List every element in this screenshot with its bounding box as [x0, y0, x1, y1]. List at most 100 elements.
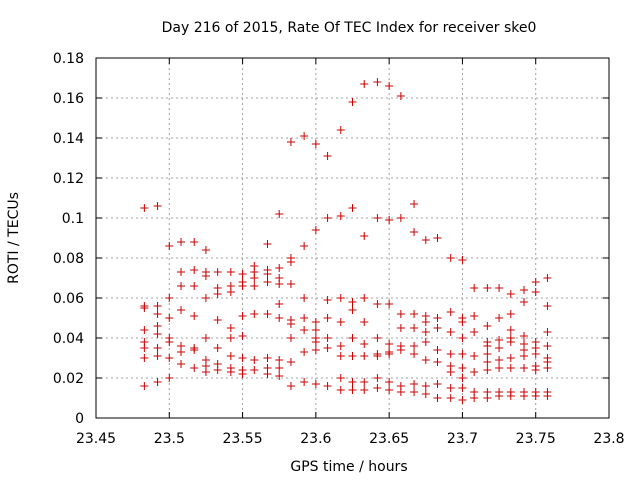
- data-point: [373, 214, 382, 222]
- data-point: [226, 352, 235, 360]
- data-point: [177, 238, 186, 246]
- data-point: [433, 346, 442, 354]
- data-point: [263, 270, 272, 278]
- data-point: [153, 302, 162, 310]
- data-point: [348, 306, 357, 314]
- data-point: [543, 364, 552, 372]
- data-point: [458, 334, 467, 342]
- data-point: [373, 334, 382, 342]
- data-point: [410, 200, 419, 208]
- data-point: [177, 348, 186, 356]
- data-point: [311, 140, 320, 148]
- data-point: [360, 232, 369, 240]
- y-tick-label: 0.16: [53, 91, 84, 107]
- data-point: [348, 386, 357, 394]
- data-point: [470, 394, 479, 402]
- data-point: [336, 294, 345, 302]
- data-point: [458, 384, 467, 392]
- data-point: [506, 326, 515, 334]
- data-point: [323, 344, 332, 352]
- data-point: [213, 290, 222, 298]
- data-point: [263, 370, 272, 378]
- data-point: [433, 380, 442, 388]
- y-tick-label: 0.12: [53, 171, 84, 187]
- data-point: [373, 352, 382, 360]
- y-tick-label: 0.06: [53, 291, 84, 307]
- data-point: [470, 284, 479, 292]
- data-point: [396, 214, 405, 222]
- data-point: [531, 392, 540, 400]
- data-point: [373, 300, 382, 308]
- data-point: [483, 358, 492, 366]
- data-point: [311, 346, 320, 354]
- data-point: [483, 284, 492, 292]
- data-point: [543, 302, 552, 310]
- data-point: [153, 378, 162, 386]
- data-point: [238, 370, 247, 378]
- data-point: [153, 310, 162, 318]
- chart-title: Day 216 of 2015, Rate Of TEC Index for r…: [162, 20, 537, 36]
- data-point: [360, 386, 369, 394]
- data-point: [360, 378, 369, 386]
- data-point: [495, 314, 504, 322]
- data-point: [373, 374, 382, 382]
- data-point: [433, 314, 442, 322]
- data-point: [300, 132, 309, 140]
- data-point: [311, 326, 320, 334]
- data-point: [433, 358, 442, 366]
- data-point: [385, 378, 394, 386]
- data-point: [190, 238, 199, 246]
- data-point: [519, 352, 528, 360]
- data-point: [153, 322, 162, 330]
- x-tick-label: 23.75: [516, 431, 556, 447]
- data-point: [300, 314, 309, 322]
- data-point: [458, 256, 467, 264]
- data-point: [250, 366, 259, 374]
- data-point: [140, 344, 149, 352]
- y-tick-label: 0.1: [62, 211, 84, 227]
- data-point: [446, 394, 455, 402]
- data-point: [385, 216, 394, 224]
- data-point: [531, 350, 540, 358]
- data-point: [213, 316, 222, 324]
- data-point: [300, 294, 309, 302]
- data-point: [286, 258, 295, 266]
- data-point: [226, 368, 235, 376]
- data-point: [140, 326, 149, 334]
- data-point: [226, 334, 235, 342]
- data-point: [385, 82, 394, 90]
- x-tick-label: 23.5: [154, 431, 185, 447]
- data-point: [153, 330, 162, 338]
- data-point: [470, 328, 479, 336]
- data-point: [165, 374, 174, 382]
- data-point: [165, 314, 174, 322]
- data-point: [385, 340, 394, 348]
- data-point: [190, 312, 199, 320]
- data-point: [311, 380, 320, 388]
- y-tick-label: 0.04: [53, 331, 84, 347]
- data-point: [286, 334, 295, 342]
- data-point: [275, 264, 284, 272]
- y-tick-label: 0: [75, 411, 84, 427]
- data-point: [410, 310, 419, 318]
- data-point: [190, 266, 199, 274]
- x-axis-label: GPS time / hours: [290, 459, 407, 475]
- data-point: [201, 294, 210, 302]
- data-point: [177, 282, 186, 290]
- data-point: [275, 364, 284, 372]
- data-point: [300, 326, 309, 334]
- data-point: [238, 354, 247, 362]
- data-point: [348, 298, 357, 306]
- data-point: [190, 364, 199, 372]
- data-point: [421, 390, 430, 398]
- data-point: [531, 278, 540, 286]
- data-point: [483, 342, 492, 350]
- data-point: [458, 350, 467, 358]
- data-point: [396, 92, 405, 100]
- data-point: [360, 340, 369, 348]
- data-point: [519, 286, 528, 294]
- data-point: [396, 346, 405, 354]
- data-point: [177, 360, 186, 368]
- data-point: [348, 378, 357, 386]
- data-point: [250, 274, 259, 282]
